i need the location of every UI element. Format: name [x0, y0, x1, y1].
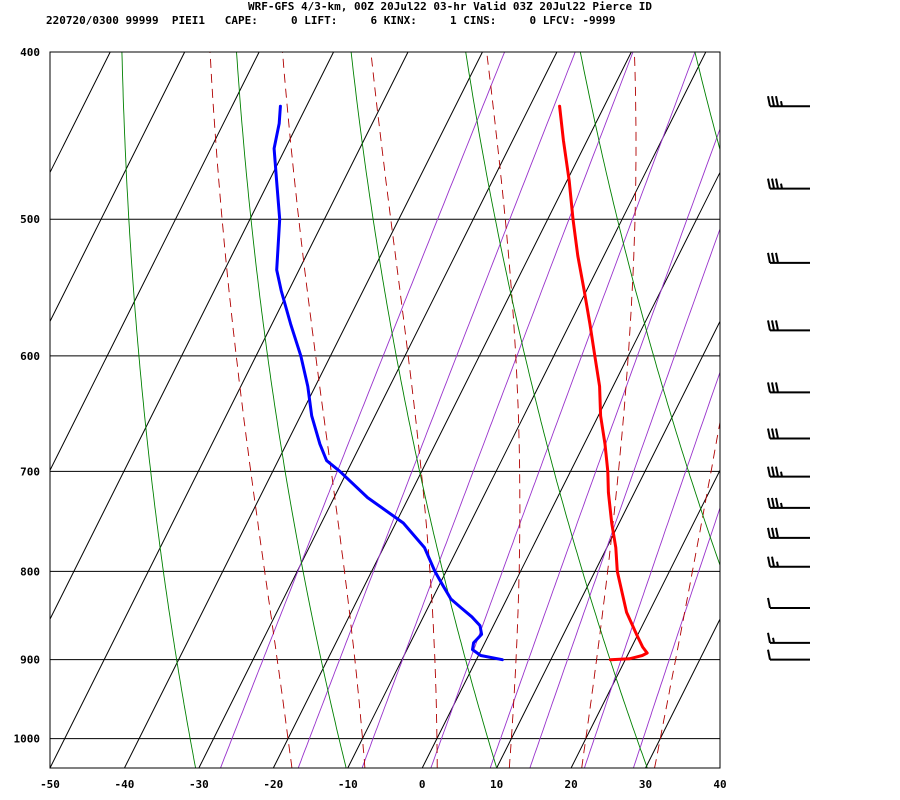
- y-tick-label: 700: [20, 465, 40, 478]
- moist-adiabat-5: [654, 419, 720, 768]
- dry-adiabat-300: [465, 52, 648, 768]
- isotherm--70: [50, 52, 260, 472]
- y-tick-label: 900: [20, 654, 40, 667]
- dewpoint-trace: [272, 104, 504, 662]
- mixing-ratio-7: [489, 127, 720, 768]
- dry-adiabat-360: [810, 52, 900, 768]
- moist-adiabat-0: [209, 52, 293, 768]
- wind-barb: [767, 320, 810, 332]
- axis-tick-labels: -50 -40 -30 -20 -10 0 10 20 30 40 400 500 600 700 800 9…: [14, 46, 727, 791]
- dry-adiabat-240: [121, 52, 197, 768]
- wind-barbs: [767, 95, 810, 661]
- isotherm--50: [50, 52, 409, 768]
- y-tick-label: 1000: [14, 733, 41, 746]
- wind-barb: [767, 95, 810, 108]
- x-tick-label: -50: [40, 778, 60, 791]
- mixing-ratio-4: [430, 52, 696, 768]
- isotherm--40: [123, 52, 483, 768]
- x-tick-label: -10: [338, 778, 358, 791]
- isotherm-isobar-grid: [50, 52, 720, 768]
- wind-barb: [767, 527, 810, 539]
- y-tick-label: 400: [20, 46, 40, 59]
- wind-barb: [767, 597, 810, 609]
- dry-adiabat-260: [236, 52, 347, 768]
- wind-barb: [767, 497, 810, 509]
- isotherm--90: [50, 52, 111, 174]
- isotherm--80: [50, 52, 186, 323]
- dry-adiabats: [121, 52, 900, 768]
- isotherm-30: [645, 617, 720, 768]
- isotherm--30: [198, 52, 558, 768]
- wind-barb: [767, 466, 810, 478]
- moist-adiabat-3: [486, 52, 521, 768]
- y-tick-label: 600: [20, 350, 40, 363]
- x-tick-label: -30: [189, 778, 209, 791]
- x-tick-label: 20: [564, 778, 577, 791]
- wind-barb: [767, 252, 810, 264]
- x-tick-label: 30: [639, 778, 652, 791]
- x-tick-label: -40: [115, 778, 135, 791]
- wind-barb: [767, 632, 810, 644]
- dry-adiabat-280: [350, 52, 498, 768]
- mixing-ratio-16: [583, 370, 720, 768]
- chart-title: WRF-GFS 4/3-km, 00Z 20Jul22 03-hr Valid …: [248, 0, 652, 13]
- wind-barb: [767, 649, 810, 661]
- plot-frame: [49, 51, 721, 769]
- isotherm-20: [570, 469, 720, 768]
- mixing-ratio-0.4: [220, 52, 506, 768]
- x-tick-label: 0: [419, 778, 426, 791]
- sounding-traces: [272, 104, 649, 662]
- x-tick-label: 40: [713, 778, 726, 791]
- dry-adiabat-320: [579, 52, 720, 567]
- x-tick-label: 10: [490, 778, 503, 791]
- isotherm--60: [50, 52, 335, 621]
- isotherm-10: [496, 320, 720, 768]
- mixing-ratio-lines: [220, 52, 720, 768]
- mixing-ratio-24: [632, 506, 720, 768]
- mixing-ratio-2: [361, 52, 634, 768]
- y-tick-label: 500: [20, 213, 40, 226]
- isotherm--20: [272, 52, 632, 768]
- isotherm--10: [347, 52, 707, 768]
- moist-adiabat-2: [370, 52, 438, 768]
- x-tick-label: -20: [263, 778, 283, 791]
- y-tick-label: 800: [20, 565, 40, 578]
- moist-adiabats: [209, 52, 720, 768]
- wind-barb: [767, 556, 810, 568]
- stability-indices: 220720/0300 99999 PIEI1 CAPE: 0 LIFT: 6 …: [46, 14, 616, 27]
- wind-barb: [767, 428, 810, 440]
- mixing-ratio-10: [529, 227, 720, 768]
- moist-adiabat-4: [581, 52, 637, 768]
- mixing-ratio-1: [297, 52, 576, 768]
- temperature-trace: [558, 104, 649, 662]
- moist-adiabat-1: [282, 52, 366, 768]
- wind-barb: [767, 178, 810, 190]
- wind-barb: [767, 382, 810, 394]
